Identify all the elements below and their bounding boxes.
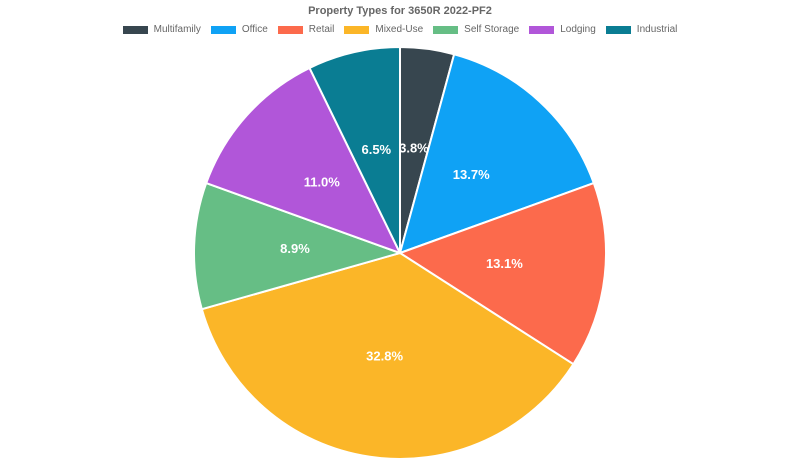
legend-item-multifamily[interactable]: Multifamily	[122, 24, 201, 35]
legend-swatch-mixed-use	[344, 25, 370, 34]
legend-swatch-self-storage	[433, 25, 459, 34]
legend-label-mixed-use: Mixed-Use	[375, 24, 424, 35]
legend-swatch-office	[210, 25, 236, 34]
legend-label-office: Office	[241, 24, 268, 35]
legend-label-self-storage: Self Storage	[464, 24, 520, 35]
legend-item-retail[interactable]: Retail	[277, 24, 335, 35]
chart-legend: Multifamily Office Retail Mixed-Use Self Sto…	[0, 24, 800, 35]
legend-item-office[interactable]: Office	[210, 24, 268, 35]
legend-swatch-industrial	[605, 25, 631, 34]
legend-swatch-lodging	[529, 25, 555, 34]
legend-label-multifamily: Multifamily	[153, 24, 201, 35]
pie-slice-mixed-use[interactable]	[200, 252, 575, 460]
legend-swatch-multifamily	[122, 25, 148, 34]
chart-title: Property Types for 3650R 2022-PF2	[308, 5, 492, 17]
pie-slice-office[interactable]	[399, 53, 595, 254]
pie-slice-retail[interactable]	[399, 182, 607, 366]
legend-item-self-storage[interactable]: Self Storage	[433, 24, 519, 35]
pie-slice-self-storage[interactable]	[193, 182, 401, 311]
pie-slice-lodging[interactable]	[205, 66, 401, 254]
pie-slice-industrial[interactable]	[308, 46, 401, 254]
legend-item-mixed-use[interactable]: Mixed-Use	[344, 24, 423, 35]
legend-label-lodging: Lodging	[560, 24, 596, 35]
legend-label-retail: Retail	[308, 24, 335, 35]
legend-swatch-retail	[277, 25, 303, 34]
legend-item-industrial[interactable]: Industrial	[605, 24, 678, 35]
legend-label-industrial: Industrial	[636, 24, 678, 35]
legend-item-lodging[interactable]: Lodging	[529, 24, 596, 35]
